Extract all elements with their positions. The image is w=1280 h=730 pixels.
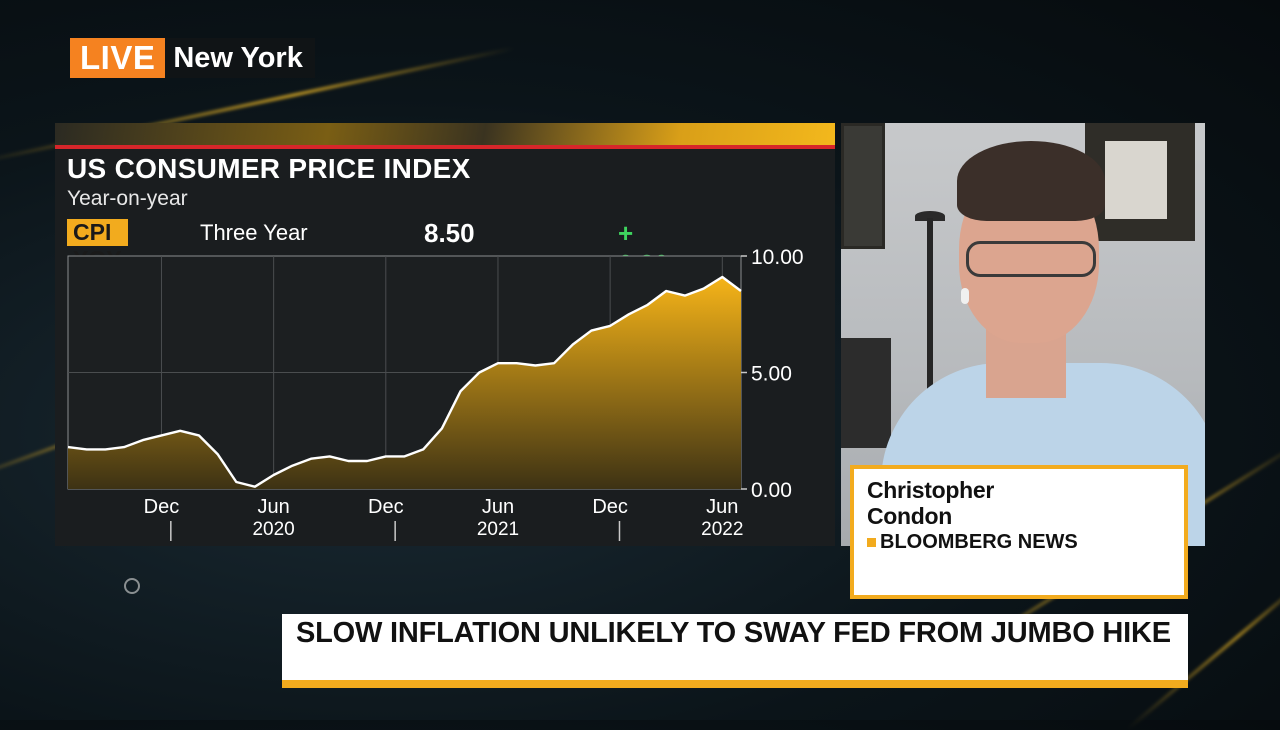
guest-hair (957, 141, 1105, 221)
wall-picture (1085, 123, 1195, 241)
x-month-label: Jun (482, 496, 514, 518)
affiliation-label: BLOOMBERG NEWS (880, 531, 1078, 553)
y-tick-label: 10.00 (751, 246, 804, 269)
floor-lamp-pole (927, 218, 933, 408)
background-ring (124, 578, 140, 594)
chart-red-rule (55, 145, 835, 149)
legend-last-value: 8.50 (424, 218, 475, 248)
live-tag: LIVE (70, 38, 166, 78)
x-month-label: Dec (592, 496, 628, 518)
cpi-series-line (67, 275, 742, 488)
live-location: New York (165, 38, 315, 78)
cpi-area-fill (68, 277, 741, 489)
headline-text: SLOW INFLATION UNLIKELY TO SWAY FED FROM… (296, 617, 1171, 649)
headline-banner: SLOW INFLATION UNLIKELY TO SWAY FED FROM… (282, 614, 1188, 680)
affiliation-square-icon (867, 538, 876, 547)
x-month-label: Jun (258, 496, 290, 518)
y-tick-label: 5.00 (751, 363, 792, 386)
x-month-label: Dec (368, 496, 404, 518)
guest-glasses (966, 241, 1096, 277)
guest-last-name: Condon (867, 503, 953, 529)
guest-first-name: Christopher (867, 477, 995, 503)
wall-picture (841, 123, 885, 249)
guest-affiliation: BLOOMBERG NEWS (867, 531, 1078, 554)
chart-title: US CONSUMER PRICE INDEX (67, 153, 471, 184)
headline-accent-bar (282, 680, 1188, 688)
floor-lamp (915, 211, 945, 221)
x-year-label: 2020 (252, 519, 294, 540)
legend-period: Three Year (200, 220, 308, 245)
chart-subtitle: Year-on-year (67, 187, 188, 210)
earbud (961, 288, 969, 304)
shelf (841, 338, 891, 448)
x-month-label: Jun (706, 496, 738, 518)
chart-header-band (55, 123, 835, 145)
chart-panel: US CONSUMER PRICE INDEX Year-on-year CPI… (55, 123, 835, 546)
live-bug: LIVE New York (70, 38, 315, 78)
x-year-label: 2022 (701, 519, 743, 540)
guest-name-card: Christopher Condon BLOOMBERG NEWS (850, 465, 1188, 599)
x-month-label: Dec (144, 496, 180, 518)
x-year-label: 2021 (477, 519, 519, 540)
y-tick-label: 0.00 (751, 479, 792, 502)
